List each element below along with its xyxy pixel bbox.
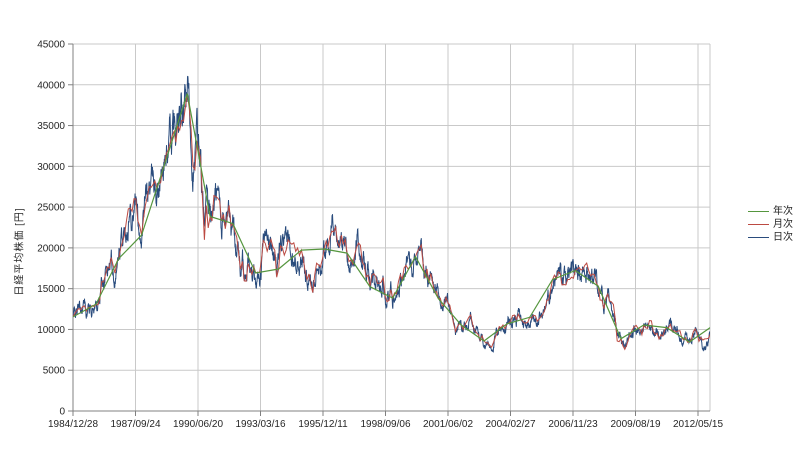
- legend-label-daily: 日次: [773, 232, 793, 243]
- y-tick-label: 20000: [37, 243, 65, 254]
- x-tick-label: 2004/02/27: [485, 419, 535, 430]
- x-tick-label: 2001/06/02: [423, 419, 473, 430]
- x-tick-label: 1998/09/06: [360, 419, 410, 430]
- series-yearly-line: [73, 93, 710, 343]
- y-tick-label: 15000: [37, 284, 65, 295]
- y-axis-title: 日経平均株価 [円]: [14, 207, 26, 296]
- x-tick-label: 1990/06/20: [173, 419, 223, 430]
- y-tick-label: 10000: [37, 325, 65, 336]
- x-tick-label: 1995/12/11: [298, 419, 348, 430]
- legend-label-monthly: 月次: [773, 219, 793, 230]
- yearly-line-swatch-icon: [748, 211, 769, 212]
- y-tick-label: 5000: [43, 366, 66, 377]
- y-tick-label: 35000: [37, 121, 65, 132]
- legend-item-yearly: 年次: [748, 205, 793, 218]
- legend-item-daily: 日次: [748, 231, 793, 244]
- daily-line-swatch-icon: [748, 237, 769, 238]
- x-tick-label: 1987/09/24: [110, 419, 160, 430]
- y-tick-label: 45000: [37, 40, 65, 51]
- x-tick-label: 2012/05/15: [673, 419, 723, 430]
- y-tick-label: 30000: [37, 162, 65, 173]
- x-tick-label: 1993/03/16: [235, 419, 285, 430]
- x-tick-label: 1984/12/28: [48, 419, 98, 430]
- legend: 年次 月次 日次: [748, 205, 793, 244]
- x-tick-label: 2009/08/19: [610, 419, 660, 430]
- monthly-line-swatch-icon: [748, 224, 769, 225]
- x-tick-label: 2006/11/23: [548, 419, 598, 430]
- y-tick-label: 40000: [37, 80, 65, 91]
- y-tick-label: 0: [59, 407, 65, 418]
- legend-item-monthly: 月次: [748, 218, 793, 231]
- y-tick-label: 25000: [37, 203, 65, 214]
- legend-label-yearly: 年次: [773, 206, 793, 217]
